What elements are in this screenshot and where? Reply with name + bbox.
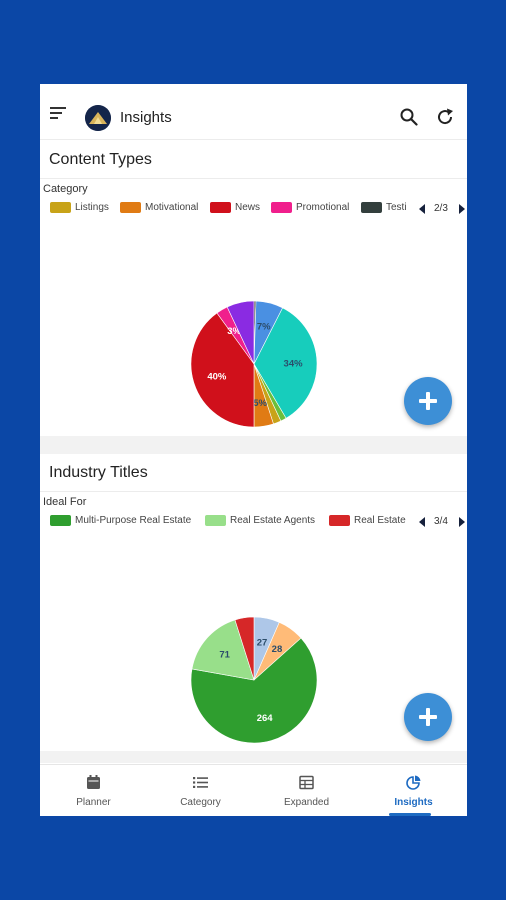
chart-subtitle: Category [43, 183, 88, 195]
legend-swatch [50, 202, 71, 213]
chart-subtitle: Ideal For [43, 496, 87, 508]
slice-label: 27 [257, 637, 268, 648]
pie-slice[interactable] [190, 312, 255, 428]
slice-label: 34% [284, 358, 304, 369]
add-button[interactable] [404, 377, 452, 425]
nav-label: Planner [76, 797, 111, 808]
industry-titles-card: Industry Titles Ideal For Multi-Purpose … [40, 454, 467, 751]
legend-item[interactable]: News [210, 202, 260, 216]
pie-slice[interactable] [253, 307, 318, 419]
legend-item[interactable]: Motivational [120, 202, 198, 216]
calendar-icon [87, 775, 100, 789]
industry-titles-pie: 27 28 264 71 [190, 616, 318, 744]
legend-swatch [329, 515, 350, 526]
app-screen: Insights Content Types Category Listings… [40, 84, 467, 816]
legend-swatch [120, 202, 141, 213]
nav-label: Category [180, 797, 221, 808]
slice-label: 40% [207, 372, 227, 383]
legend-swatch [361, 202, 382, 213]
next-card [40, 763, 467, 764]
legend-swatch [210, 202, 231, 213]
legend-pager: 3/4 [419, 515, 467, 529]
pie-chart-icon [406, 775, 421, 790]
legend-next-icon[interactable] [459, 204, 465, 214]
nav-planner[interactable]: Planner [40, 765, 147, 816]
content-types-pie: 7% 34% 5% 40% 3% [190, 300, 318, 428]
nav-label: Expanded [283, 797, 330, 808]
nav-category[interactable]: Category [147, 765, 254, 816]
pie-slice[interactable] [226, 300, 255, 365]
nav-insights[interactable]: Insights [360, 765, 467, 816]
app-logo [85, 105, 111, 131]
slice-label: 3% [227, 326, 241, 337]
chart-legend: Listings Motivational News Promotional T… [50, 202, 467, 216]
legend-label: Real Estate Agents [230, 515, 316, 526]
legend-item[interactable]: Real Estate Agents [205, 515, 315, 529]
table-icon [299, 775, 314, 790]
legend-swatch [271, 202, 292, 213]
refresh-icon[interactable] [435, 107, 455, 127]
card-header: Content Types [40, 141, 467, 179]
legend-label: Listings [75, 202, 109, 213]
legend-item[interactable]: Listings [50, 202, 109, 216]
legend-label: Promotional [296, 202, 350, 213]
nav-label: Insights [394, 797, 433, 808]
legend-label: Real Estate [354, 515, 406, 526]
legend-page: 2/3 [434, 203, 448, 214]
active-tab-indicator [389, 813, 431, 816]
app-bar: Insights [40, 84, 467, 140]
menu-icon[interactable] [50, 106, 68, 120]
legend-swatch [50, 515, 71, 526]
card-title: Industry Titles [49, 464, 148, 481]
plus-icon-stem [426, 392, 430, 410]
slice-label: 71 [219, 650, 230, 661]
slice-label: 28 [272, 644, 283, 655]
legend-label: News [235, 202, 261, 213]
pie-slice[interactable] [234, 616, 255, 681]
add-button[interactable] [404, 693, 452, 741]
card-title: Content Types [49, 151, 152, 168]
list-icon [193, 777, 208, 788]
legend-label: Motivational [145, 202, 199, 213]
legend-item[interactable]: Multi-Purpose Real Estate [50, 515, 191, 529]
legend-prev-icon[interactable] [419, 204, 425, 214]
page-title: Insights [120, 109, 172, 126]
nav-expanded[interactable]: Expanded [253, 765, 360, 816]
legend-pager: 2/3 [419, 202, 467, 216]
insights-content: Content Types Category Listings Motivati… [40, 141, 467, 764]
slice-label: 264 [257, 713, 274, 724]
legend-label: Testi [386, 202, 407, 213]
legend-swatch [205, 515, 226, 526]
legend-item[interactable]: Testi [361, 202, 411, 216]
legend-label: Multi-Purpose Real Estate [75, 515, 192, 526]
pie-slice[interactable] [190, 637, 318, 744]
bottom-navigation: Planner Category Expanded Ins [40, 764, 467, 816]
slice-label: 5% [253, 398, 267, 409]
legend-next-icon[interactable] [459, 517, 465, 527]
pie-slice[interactable] [191, 619, 255, 681]
legend-page: 3/4 [434, 516, 448, 527]
search-icon[interactable] [400, 108, 418, 126]
content-types-card: Content Types Category Listings Motivati… [40, 141, 467, 436]
legend-item[interactable]: Real Estate [329, 515, 409, 529]
plus-icon-stem [426, 708, 430, 726]
chart-legend: Multi-Purpose Real Estate Real Estate Ag… [50, 515, 467, 529]
slice-label: 7% [257, 322, 271, 333]
legend-item[interactable]: Promotional [271, 202, 349, 216]
legend-prev-icon[interactable] [419, 517, 425, 527]
card-header: Industry Titles [40, 454, 467, 492]
